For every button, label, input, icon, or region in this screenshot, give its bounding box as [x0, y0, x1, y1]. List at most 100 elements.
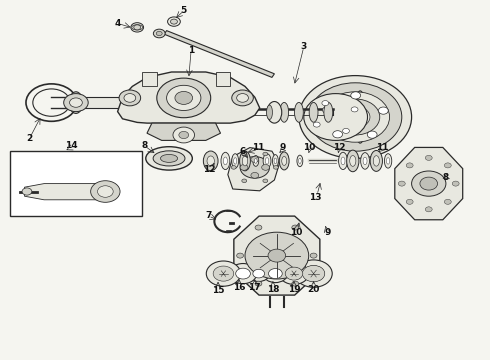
Circle shape: [313, 122, 320, 127]
Circle shape: [131, 23, 144, 32]
Polygon shape: [164, 31, 274, 77]
Ellipse shape: [370, 150, 383, 171]
Ellipse shape: [363, 157, 367, 165]
Circle shape: [98, 186, 113, 197]
Circle shape: [279, 263, 309, 284]
Circle shape: [263, 265, 288, 283]
Circle shape: [322, 100, 329, 105]
Text: 18: 18: [267, 285, 279, 294]
Ellipse shape: [267, 105, 272, 120]
Ellipse shape: [253, 156, 259, 166]
Text: 8: 8: [142, 141, 147, 150]
Circle shape: [425, 207, 432, 212]
Circle shape: [229, 264, 257, 284]
Circle shape: [91, 181, 120, 202]
Polygon shape: [147, 123, 220, 140]
Circle shape: [286, 267, 302, 280]
Circle shape: [406, 199, 413, 204]
Circle shape: [251, 157, 259, 162]
Circle shape: [153, 29, 165, 38]
Text: 11: 11: [376, 143, 389, 152]
Ellipse shape: [339, 152, 347, 170]
Circle shape: [253, 269, 265, 278]
Ellipse shape: [361, 153, 369, 169]
Circle shape: [64, 94, 88, 112]
Circle shape: [167, 85, 201, 111]
Circle shape: [321, 92, 390, 142]
Circle shape: [292, 281, 298, 286]
Ellipse shape: [384, 154, 392, 168]
Circle shape: [412, 171, 446, 196]
Circle shape: [444, 163, 451, 168]
Polygon shape: [228, 148, 279, 191]
Ellipse shape: [240, 151, 250, 171]
Circle shape: [452, 181, 459, 186]
Circle shape: [269, 269, 282, 279]
Polygon shape: [234, 216, 320, 295]
Ellipse shape: [267, 102, 282, 123]
Text: 9: 9: [324, 228, 331, 237]
Circle shape: [304, 94, 368, 140]
Circle shape: [285, 267, 303, 280]
Circle shape: [22, 188, 32, 195]
Circle shape: [240, 157, 270, 178]
Circle shape: [333, 131, 343, 138]
Text: 13: 13: [309, 194, 322, 202]
Text: 5: 5: [181, 6, 187, 15]
Circle shape: [215, 267, 232, 280]
Circle shape: [351, 107, 358, 112]
Circle shape: [343, 129, 349, 134]
Circle shape: [309, 83, 402, 151]
Circle shape: [299, 76, 412, 158]
Text: 6: 6: [240, 147, 245, 156]
Ellipse shape: [263, 154, 271, 168]
Circle shape: [444, 199, 451, 204]
Text: 12: 12: [203, 165, 216, 174]
Ellipse shape: [232, 154, 239, 168]
Polygon shape: [118, 72, 260, 123]
Circle shape: [171, 19, 177, 24]
Polygon shape: [142, 72, 157, 86]
Ellipse shape: [254, 158, 257, 163]
Ellipse shape: [294, 102, 303, 122]
Circle shape: [331, 99, 380, 135]
Circle shape: [119, 90, 141, 106]
Ellipse shape: [146, 147, 193, 170]
Ellipse shape: [297, 155, 303, 167]
Ellipse shape: [234, 158, 237, 164]
Circle shape: [236, 268, 250, 279]
Circle shape: [351, 92, 361, 99]
Circle shape: [268, 249, 286, 262]
Text: 3: 3: [301, 42, 307, 51]
Circle shape: [302, 265, 325, 282]
Circle shape: [263, 179, 268, 183]
Circle shape: [213, 266, 234, 281]
Circle shape: [322, 107, 332, 114]
Ellipse shape: [265, 158, 269, 164]
Text: 2: 2: [26, 134, 32, 143]
Text: 16: 16: [233, 284, 245, 292]
Circle shape: [245, 232, 309, 279]
Ellipse shape: [298, 158, 301, 163]
Text: 10: 10: [290, 228, 303, 237]
Text: 7: 7: [205, 211, 212, 220]
Ellipse shape: [309, 102, 318, 122]
Circle shape: [263, 152, 268, 156]
Text: 9: 9: [279, 143, 286, 152]
Circle shape: [378, 107, 388, 114]
Circle shape: [168, 17, 180, 26]
Text: 14: 14: [65, 141, 77, 150]
Text: 19: 19: [288, 285, 300, 294]
Circle shape: [255, 225, 262, 230]
Circle shape: [425, 156, 432, 161]
Text: 20: 20: [307, 285, 320, 294]
Circle shape: [255, 281, 262, 286]
Polygon shape: [395, 148, 463, 220]
Circle shape: [310, 253, 317, 258]
Ellipse shape: [346, 150, 359, 172]
Polygon shape: [216, 72, 230, 86]
Circle shape: [173, 127, 195, 143]
Circle shape: [156, 31, 162, 36]
Ellipse shape: [280, 102, 289, 122]
Circle shape: [251, 172, 259, 178]
